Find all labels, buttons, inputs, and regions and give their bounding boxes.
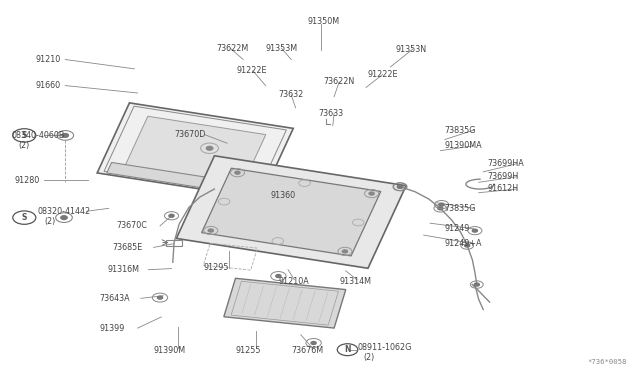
- Text: 73676M: 73676M: [291, 346, 323, 355]
- Text: 91353M: 91353M: [266, 44, 298, 53]
- Circle shape: [474, 283, 479, 286]
- Text: (2): (2): [45, 217, 56, 226]
- Text: 91399: 91399: [99, 324, 125, 333]
- Text: 73670C: 73670C: [116, 221, 147, 230]
- Text: S: S: [22, 131, 27, 140]
- Circle shape: [206, 147, 212, 150]
- Circle shape: [342, 250, 348, 253]
- Text: 91660: 91660: [35, 81, 60, 90]
- Polygon shape: [177, 156, 406, 268]
- Text: 91249: 91249: [445, 224, 470, 233]
- Polygon shape: [125, 116, 266, 185]
- Text: (2): (2): [18, 141, 29, 150]
- Text: 73699H: 73699H: [488, 172, 519, 181]
- Text: 73685E: 73685E: [112, 243, 142, 252]
- Text: 91612H: 91612H: [488, 185, 519, 193]
- Text: 91314M: 91314M: [339, 277, 371, 286]
- Text: 91210: 91210: [35, 55, 60, 64]
- Text: 73632: 73632: [278, 90, 303, 99]
- Text: 73835G: 73835G: [445, 204, 476, 213]
- Circle shape: [169, 214, 174, 217]
- Text: N: N: [344, 345, 351, 354]
- Polygon shape: [107, 163, 284, 200]
- Circle shape: [465, 244, 470, 247]
- Circle shape: [311, 341, 316, 344]
- Circle shape: [438, 207, 443, 210]
- Text: 73622N: 73622N: [323, 77, 355, 86]
- Text: 91295: 91295: [204, 263, 229, 272]
- Circle shape: [276, 275, 281, 278]
- Text: 91210A: 91210A: [278, 277, 309, 286]
- Text: S: S: [22, 213, 27, 222]
- Text: 91360: 91360: [270, 191, 295, 200]
- Text: 73633: 73633: [319, 109, 344, 118]
- Text: 91255: 91255: [236, 346, 261, 355]
- Circle shape: [369, 192, 374, 195]
- Text: 91249+A: 91249+A: [445, 239, 483, 248]
- Text: 73699HA: 73699HA: [488, 159, 524, 168]
- Circle shape: [62, 134, 68, 137]
- Text: 91390MA: 91390MA: [445, 141, 483, 150]
- Circle shape: [472, 229, 477, 232]
- Circle shape: [208, 229, 213, 232]
- Text: 73670D: 73670D: [174, 130, 205, 139]
- Text: 91280: 91280: [15, 176, 40, 185]
- Polygon shape: [224, 278, 346, 328]
- Text: 73622M: 73622M: [216, 44, 248, 53]
- Text: 91222E: 91222E: [368, 70, 399, 79]
- Circle shape: [157, 296, 163, 299]
- Text: 91350M: 91350M: [307, 17, 339, 26]
- Text: *736*0058: *736*0058: [588, 359, 627, 365]
- Text: 91222E: 91222E: [237, 66, 268, 75]
- Text: 73643A: 73643A: [99, 294, 130, 303]
- Circle shape: [439, 203, 444, 206]
- Polygon shape: [97, 103, 293, 198]
- Polygon shape: [202, 168, 381, 256]
- Circle shape: [235, 171, 240, 174]
- Text: 91316M: 91316M: [108, 265, 140, 274]
- Circle shape: [397, 185, 403, 188]
- Text: 91390M: 91390M: [154, 346, 186, 355]
- Text: (2): (2): [364, 353, 375, 362]
- Text: 08340-4060B: 08340-4060B: [12, 131, 65, 140]
- Circle shape: [61, 216, 67, 219]
- Circle shape: [397, 185, 403, 188]
- Text: 91353N: 91353N: [396, 45, 427, 54]
- Text: 08320-41442: 08320-41442: [37, 207, 90, 216]
- Text: 08911-1062G: 08911-1062G: [357, 343, 412, 352]
- Text: 73835G: 73835G: [445, 126, 476, 135]
